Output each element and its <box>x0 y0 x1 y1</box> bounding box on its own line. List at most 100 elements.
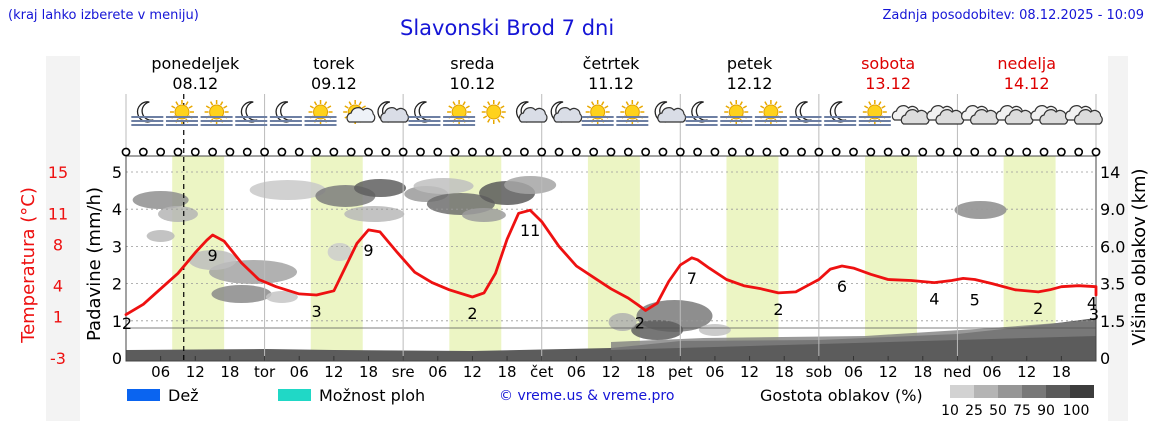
x-tick-hour: 18 <box>220 363 239 381</box>
wind-marker <box>398 147 408 157</box>
temperature-label: 2 <box>122 314 132 333</box>
wind-marker <box>346 147 356 157</box>
x-tick-day: ned <box>943 363 971 381</box>
day-date: 14.12 <box>1004 74 1050 93</box>
y-tick-cloud-height: 3.5 <box>1100 275 1125 294</box>
x-tick-hour: 06 <box>428 363 447 381</box>
cloud-density-patch <box>631 320 684 340</box>
day-name: ponedeljek <box>151 54 240 73</box>
y-tick-precipitation: 0 <box>112 349 122 368</box>
cloud-density-patch <box>461 208 506 222</box>
day-name: sobota <box>861 54 915 73</box>
sun-fog-icon <box>304 100 337 126</box>
moon-cloud-icon <box>550 101 583 123</box>
wind-marker <box>762 147 772 157</box>
day-name: četrtek <box>583 54 641 73</box>
moon-fog-icon <box>408 101 441 126</box>
wind-marker <box>589 147 599 157</box>
daylight-band <box>726 156 779 361</box>
moon-cloud-icon <box>516 101 548 123</box>
moon-fog-icon <box>269 101 302 126</box>
cloud-density-swatch <box>974 385 998 398</box>
legend-shower-swatch <box>278 389 311 401</box>
wind-marker <box>658 147 668 157</box>
cloud-icon <box>891 105 930 125</box>
x-tick-hour: 18 <box>775 363 794 381</box>
wind-marker <box>1039 147 1049 157</box>
wind-marker <box>935 147 945 157</box>
y-tick-cloud-height: 9.0 <box>1100 200 1125 219</box>
sun-fog-icon <box>200 100 233 126</box>
location-hint: (kraj lahko izberete v meniju) <box>8 8 199 23</box>
sun-icon <box>481 100 506 124</box>
cloud-density-patch <box>265 291 298 303</box>
wind-marker <box>554 147 564 157</box>
wind-marker <box>381 147 391 157</box>
x-tick-day: pet <box>668 363 693 381</box>
x-tick-hour: 06 <box>844 363 863 381</box>
moon-fog-icon <box>824 101 857 126</box>
wind-marker <box>1091 147 1101 157</box>
wind-marker <box>1074 147 1084 157</box>
wind-marker <box>918 147 928 157</box>
x-tick-hour: 06 <box>290 363 309 381</box>
y-tick-cloud-height: 14 <box>1100 163 1120 182</box>
wind-marker <box>519 147 529 157</box>
wind-marker <box>675 147 685 157</box>
x-tick-hour: 12 <box>601 363 620 381</box>
wind-marker <box>1022 147 1032 157</box>
wind-marker <box>797 147 806 157</box>
sun-cloud-icon <box>343 100 376 124</box>
cloud-icon <box>1064 105 1103 125</box>
wind-marker <box>208 147 218 157</box>
wind-marker <box>260 147 269 157</box>
cloud-density-patch <box>413 178 474 194</box>
cloud-density-patch <box>354 179 407 197</box>
x-tick-hour: 12 <box>324 363 343 381</box>
last-update: Zadnja posodobitev: 08.12.2025 - 10:09 <box>882 8 1144 23</box>
precipitation-axis-title: Padavine (mm/h) <box>84 187 105 341</box>
x-tick-hour: 06 <box>983 363 1002 381</box>
daylight-band <box>865 156 918 361</box>
right-panel <box>1108 56 1128 421</box>
x-tick-hour: 06 <box>567 363 586 381</box>
sun-fog-icon <box>720 100 753 126</box>
wind-marker <box>623 147 633 157</box>
x-tick-hour: 18 <box>636 363 655 381</box>
sun-fog-icon <box>165 100 198 126</box>
cloud-density-swatch <box>950 385 974 398</box>
wind-marker <box>121 147 131 157</box>
temperature-axis-title: Temperatura (°C) <box>18 187 39 344</box>
temperature-label: 2 <box>1033 299 1043 318</box>
legend-shower-label: Možnost ploh <box>319 386 426 405</box>
wind-marker <box>242 147 252 157</box>
wind-marker <box>312 147 321 157</box>
moon-fog-icon <box>685 101 718 126</box>
temperature-label: 4 <box>929 290 939 309</box>
wind-marker <box>987 147 997 157</box>
x-tick-hour: 12 <box>1017 363 1036 381</box>
y-tick-temperature: -3 <box>50 349 66 368</box>
cloud-density-patch <box>132 191 189 209</box>
page-title: Slavonski Brod 7 dni <box>400 16 615 40</box>
cloud-density-swatch <box>1070 385 1094 398</box>
wind-marker <box>433 147 443 157</box>
credit-link[interactable]: © vreme.us & vreme.pro <box>499 388 675 404</box>
cloud-density-label: 10 <box>941 403 959 419</box>
cloud-density-patch <box>211 285 272 303</box>
y-tick-precipitation: 1 <box>112 312 122 331</box>
temperature-label: 2 <box>773 300 783 319</box>
wind-marker <box>727 147 737 157</box>
moon-fog-icon <box>235 101 268 126</box>
temperature-label: 7 <box>687 269 697 288</box>
cloud-density-patch <box>188 250 237 270</box>
day-date: 11.12 <box>588 74 634 93</box>
legend-rain-swatch <box>127 389 160 401</box>
cloud-density-patch <box>698 324 731 336</box>
wind-marker <box>693 147 703 157</box>
wind-marker <box>831 147 841 157</box>
x-tick-day: sob <box>806 363 833 381</box>
wind-marker <box>502 147 512 157</box>
y-tick-cloud-height: 0 <box>1100 349 1110 368</box>
day-date: 12.12 <box>727 74 773 93</box>
